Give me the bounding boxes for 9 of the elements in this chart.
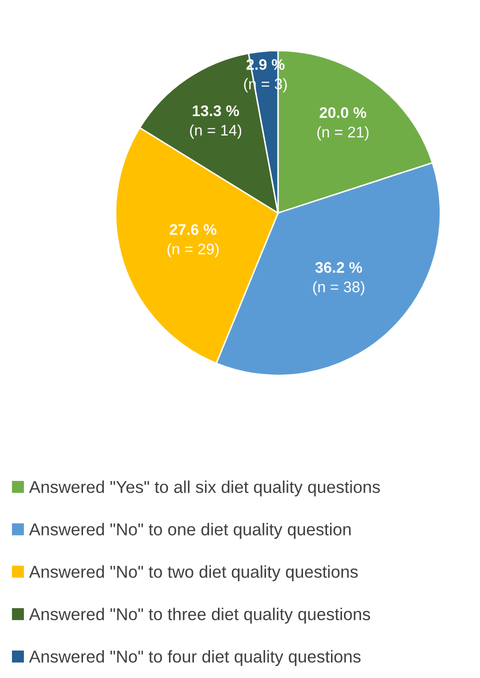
legend-label: Answered "No" to two diet quality questions: [29, 565, 358, 582]
data-label: 36.2 % (n = 38): [313, 262, 364, 296]
legend-label: Answered "Yes" to all six diet quality questions: [29, 480, 380, 496]
legend-label: Answered "No" to three diet quality questions: [29, 608, 370, 624]
legend-label: Answered "No" to one diet quality question: [29, 522, 351, 539]
legend-label: Answered "No" to four diet quality questions: [29, 650, 361, 666]
data-label: 20.0 % (n = 21): [317, 107, 368, 141]
data-label: 27.6 % (n = 29): [167, 224, 219, 258]
data-label: 13.3 % (n = 14): [190, 105, 242, 139]
